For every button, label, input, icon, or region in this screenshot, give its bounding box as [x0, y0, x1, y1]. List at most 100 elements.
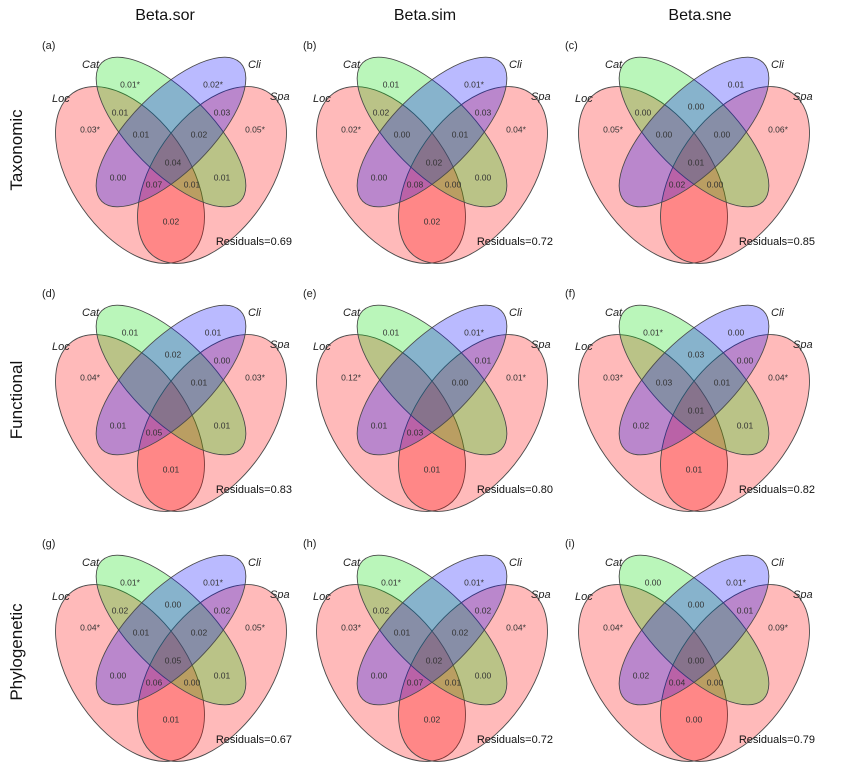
set-label-loc: Loc — [575, 93, 593, 105]
region-value-loccat: 0.00 — [635, 107, 652, 117]
set-cli-ellipse — [356, 304, 508, 456]
venn-panel: Loc Cat Cli Spa (h) 0.01* 0.01* 0.03* 0.04* 0.02 0… — [303, 538, 553, 762]
set-cat-ellipse — [618, 554, 770, 706]
set-label-loc: Loc — [575, 341, 593, 353]
panel-label: (a) — [42, 40, 55, 52]
region-value-cli: 0.01* — [203, 577, 224, 587]
region-value-cat: 0.01* — [120, 577, 141, 587]
region-value-catspa: 0.01 — [737, 420, 754, 430]
venn-panel: Loc Cat Cli Spa (c) 0.01 0.05* 0.06* 0.00 0.00 0.0… — [565, 40, 815, 264]
region-value-cli: 0.01* — [464, 327, 485, 337]
region-value-catcli: 0.02 — [165, 349, 182, 359]
set-label-cat: Cat — [605, 307, 623, 319]
venn-panel: Loc Cat Cli Spa (b) 0.01 0.01* 0.02* 0.04* 0.02 0.… — [303, 40, 553, 264]
region-value-cli: 0.01 — [205, 327, 222, 337]
set-loc-ellipse — [316, 86, 466, 264]
set-spa-ellipse — [398, 334, 548, 512]
region-value-loccli: 0.00 — [110, 670, 127, 680]
region-value-loccatspa: 0.00 — [184, 677, 201, 687]
region-value-spa: 0.04* — [768, 372, 789, 382]
region-value-locspa: 0.01 — [424, 464, 441, 474]
region-value-loccatcli: 0.00 — [656, 129, 673, 139]
region-value-spa: 0.06* — [768, 124, 789, 134]
residuals-label: Residuals=0.80 — [477, 484, 553, 496]
set-spa-ellipse — [660, 584, 810, 762]
set-label-loc: Loc — [52, 341, 70, 353]
residuals-label: Residuals=0.67 — [216, 734, 292, 746]
residuals-label: Residuals=0.79 — [739, 734, 815, 746]
region-value-locspa: 0.01 — [163, 714, 180, 724]
region-value-loccat: 0.02 — [112, 605, 129, 615]
region-value-locspa: 0.01 — [686, 464, 703, 474]
set-label-loc: Loc — [575, 591, 593, 603]
set-label-cat: Cat — [82, 59, 100, 71]
region-value-loc: 0.04* — [603, 622, 624, 632]
region-value-loccatcli: 0.03 — [656, 377, 673, 387]
region-value-loc: 0.05* — [603, 124, 624, 134]
region-value-clispa: 0.03 — [475, 107, 492, 117]
region-value-loc: 0.03* — [341, 622, 362, 632]
region-value-spa: 0.03* — [245, 372, 266, 382]
set-cli-ellipse — [618, 304, 770, 456]
region-value-locspa: 0.01 — [163, 464, 180, 474]
panel-label: (g) — [42, 538, 55, 550]
region-value-cli: 0.01* — [464, 577, 485, 587]
region-value-loccatcli: 0.00 — [394, 129, 411, 139]
region-value-cli: 0.01 — [728, 79, 745, 89]
set-cat-ellipse — [95, 554, 247, 706]
set-loc-ellipse — [578, 584, 728, 762]
set-cat-ellipse — [95, 56, 247, 208]
set-label-spa: Spa — [531, 91, 551, 103]
set-loc-ellipse — [578, 86, 728, 264]
set-label-spa: Spa — [531, 589, 551, 601]
residuals-label: Residuals=0.82 — [739, 484, 815, 496]
region-value-cli: 0.01* — [726, 577, 747, 587]
region-value-catclispa: 0.02 — [191, 129, 208, 139]
set-label-spa: Spa — [793, 91, 813, 103]
region-value-all: 0.01 — [688, 157, 705, 167]
region-value-catclispa: 0.02 — [191, 627, 208, 637]
region-value-spa: 0.01* — [506, 372, 527, 382]
region-value-loccli: 0.02 — [633, 420, 650, 430]
venn-panel: Loc Cat Cli Spa (i) 0.00 0.01* 0.04* 0.09* 0.01 0.… — [565, 538, 815, 762]
region-value-catspa: 0.01 — [214, 420, 231, 430]
set-label-cat: Cat — [605, 557, 623, 569]
set-label-cli: Cli — [509, 59, 522, 71]
region-value-catcli: 0.03 — [688, 349, 705, 359]
set-label-cat: Cat — [343, 557, 361, 569]
region-value-all: 0.02 — [426, 655, 443, 665]
residuals-label: Residuals=0.85 — [739, 236, 815, 248]
region-value-clispa: 0.01 — [475, 355, 492, 365]
set-cli-ellipse — [95, 554, 247, 706]
region-value-clispa: 0.02 — [214, 605, 231, 615]
region-value-cli: 0.02* — [203, 79, 224, 89]
region-value-locclispa: 0.08 — [407, 179, 424, 189]
panel-label: (f) — [565, 288, 575, 300]
set-cat-ellipse — [95, 304, 247, 456]
region-value-locclispa: 0.03 — [407, 427, 424, 437]
row-label-functional: Functional — [7, 361, 26, 439]
column-header-beta-sne: Beta.sne — [668, 7, 731, 24]
residuals-label: Residuals=0.83 — [216, 484, 292, 496]
panel-label: (h) — [303, 538, 316, 550]
set-cli-ellipse — [95, 304, 247, 456]
set-spa-ellipse — [137, 584, 287, 762]
region-value-locclispa: 0.07 — [407, 677, 424, 687]
region-value-cat: 0.01* — [381, 577, 402, 587]
set-cat-ellipse — [356, 554, 508, 706]
region-value-catcli: 0.00 — [688, 101, 705, 111]
region-value-loccatspa: 0.00 — [707, 179, 724, 189]
region-value-clispa: 0.00 — [737, 355, 754, 365]
set-label-spa: Spa — [531, 339, 551, 351]
set-spa-ellipse — [137, 334, 287, 512]
region-value-spa: 0.05* — [245, 124, 266, 134]
region-value-cat: 0.00 — [645, 577, 662, 587]
region-value-clispa: 0.00 — [214, 355, 231, 365]
residuals-label: Residuals=0.72 — [477, 236, 553, 248]
region-value-loccat: 0.02 — [373, 107, 390, 117]
set-loc-ellipse — [55, 334, 205, 512]
region-value-loc: 0.04* — [80, 372, 101, 382]
region-value-locspa: 0.02 — [163, 216, 180, 226]
row-label-phylogenetic: Phylogenetic — [7, 603, 26, 701]
region-value-locclispa: 0.05 — [146, 427, 163, 437]
